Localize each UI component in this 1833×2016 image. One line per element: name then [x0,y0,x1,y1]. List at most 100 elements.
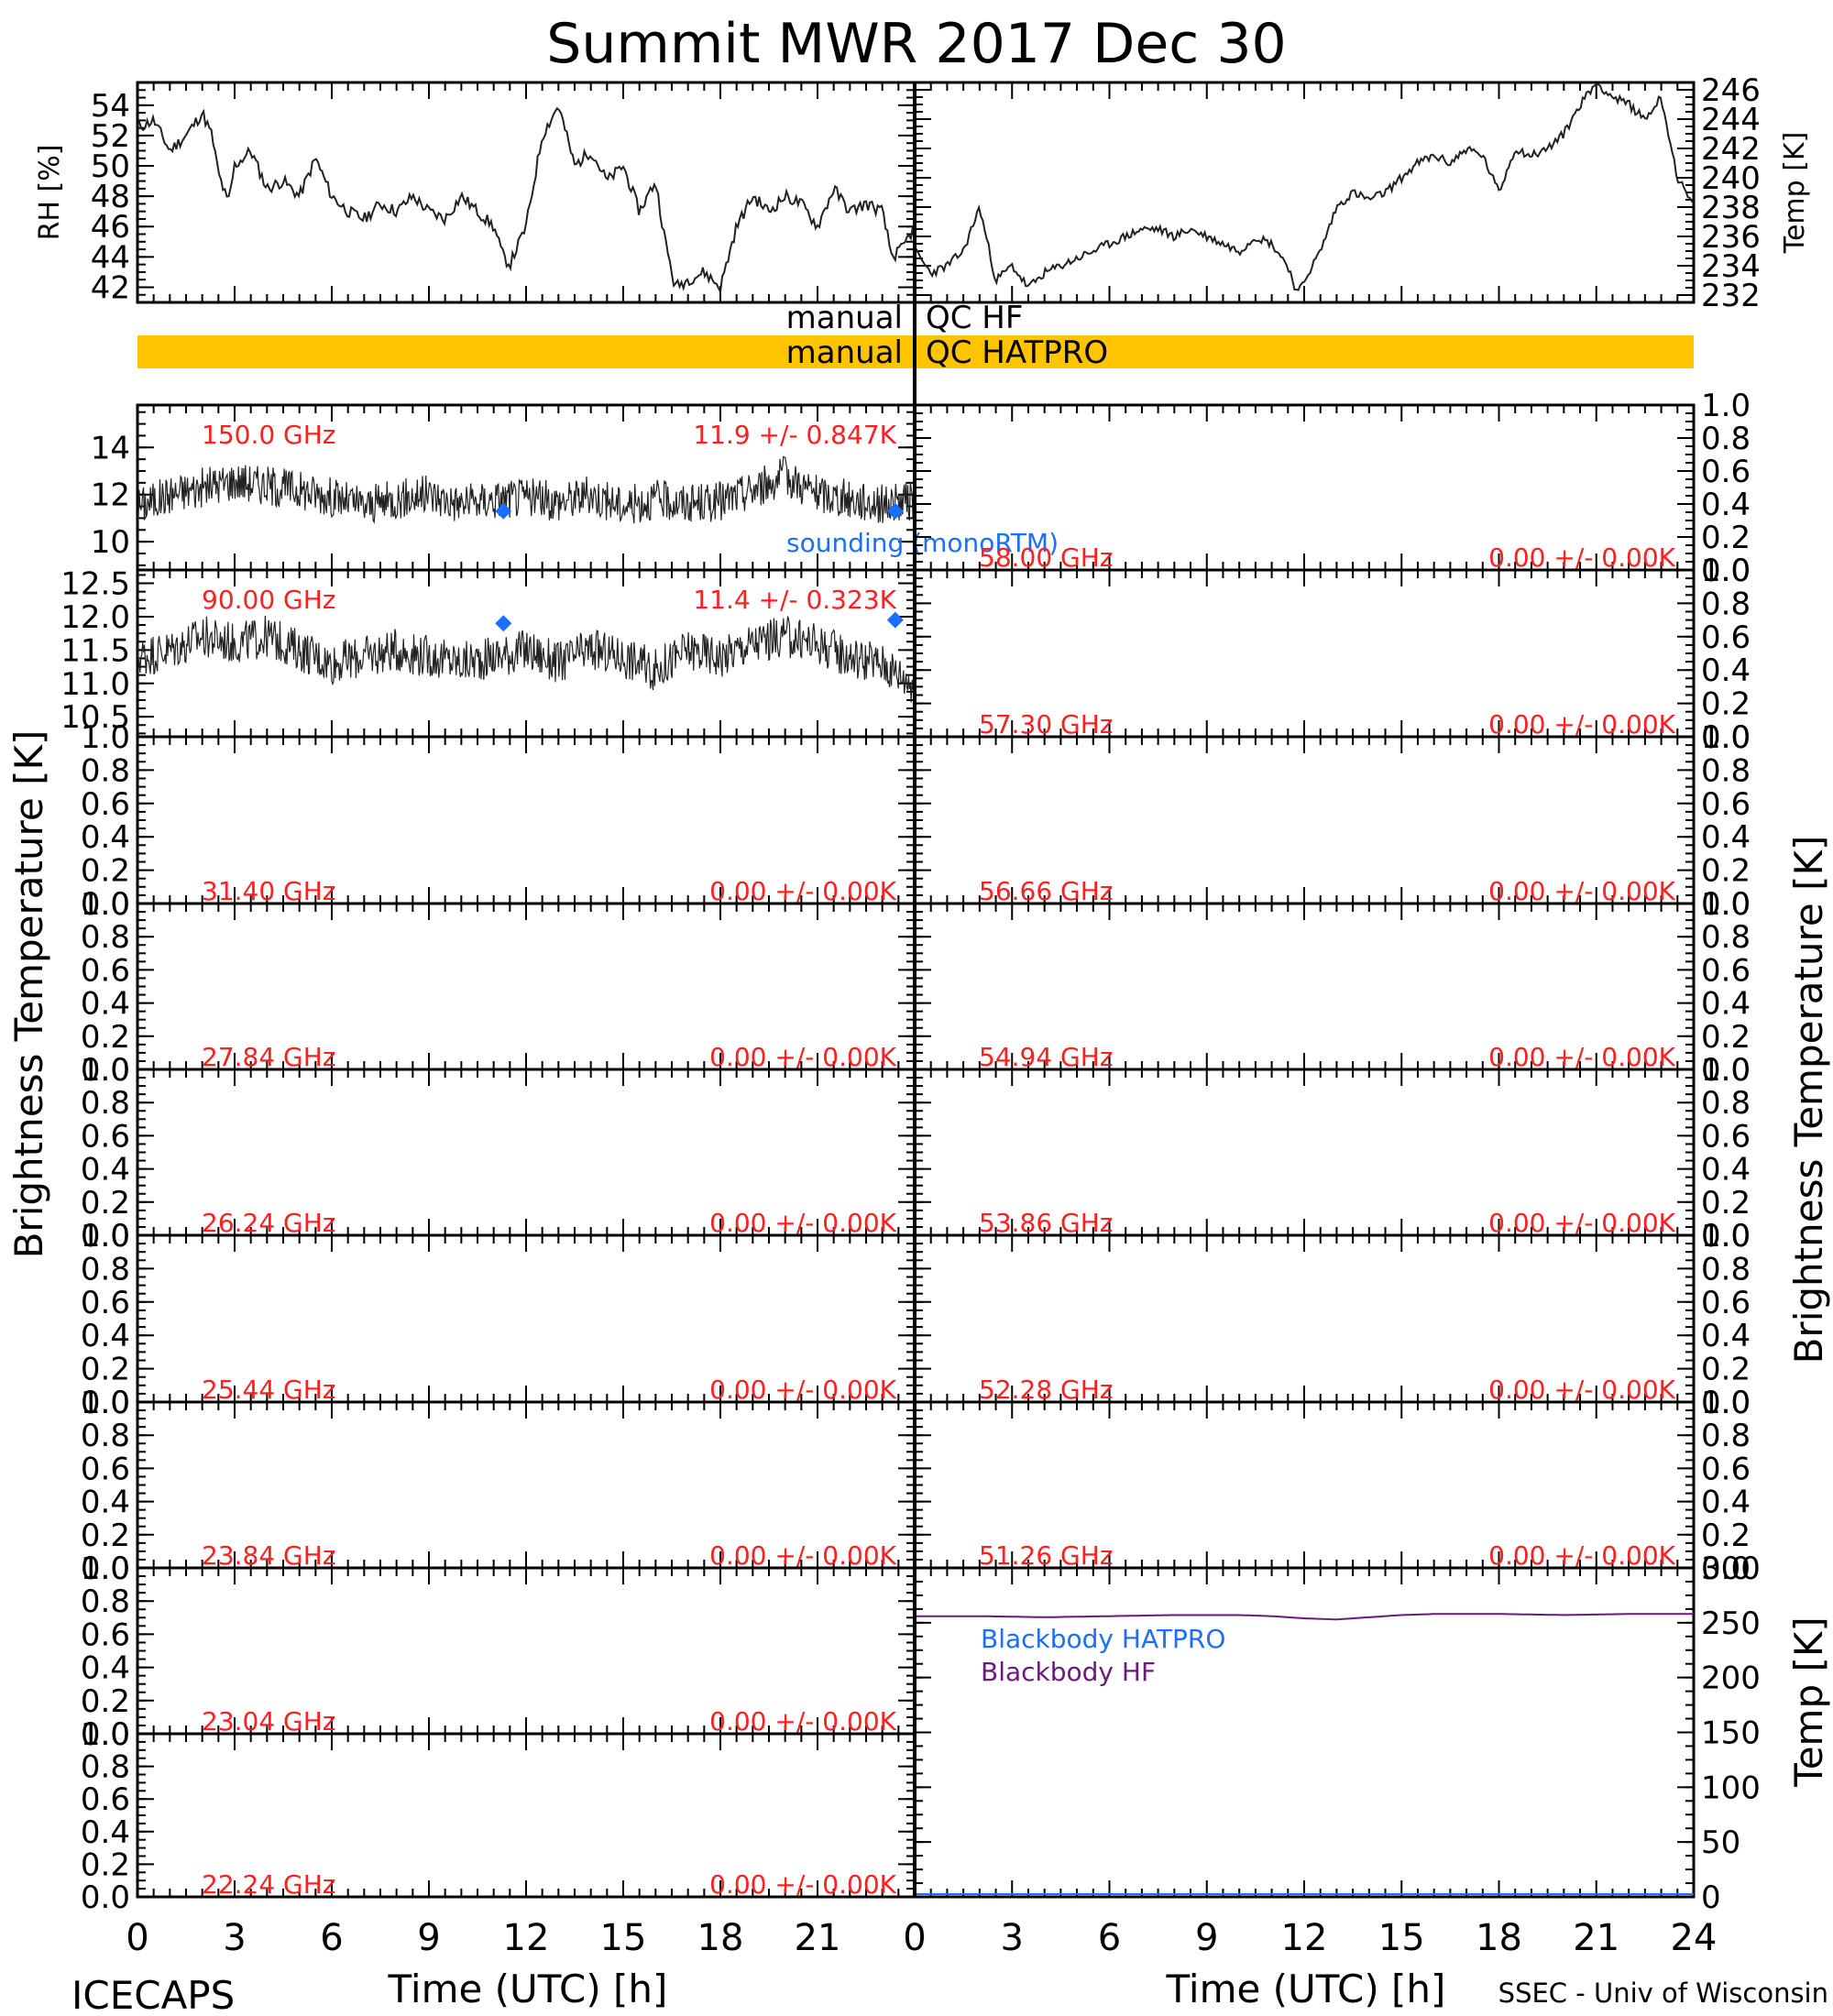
panel-23-84-ghz: 0.00.20.40.60.81.023.84 GHz 0.00 +/- 0.00… [81,1385,916,1587]
y-tick-label: 250 [1701,1605,1761,1642]
stat-label: 0.00 +/- 0.00K [709,1208,896,1238]
x-tick-label: 3 [223,1917,246,1959]
stat-label: 0.00 +/- 0.00K [1488,1208,1675,1238]
rh-axis-label: RH [%] [34,145,66,241]
panel-blackbody: 0 50 100 150 200 250 300 Blackbody HATPROBlackb… [913,1550,1761,1916]
y-tick-label: 0.2 [1701,520,1751,556]
freq-label: 26.24 GHz [202,1208,336,1238]
panel-58-00-ghz: 0.00.20.40.60.81.058.00 GHz 0.00 +/- 0.00… [913,388,1751,589]
x-tick-label: 18 [1476,1917,1522,1959]
y-tick-label: 1.0 [1701,1218,1751,1255]
y-tick-label: 0.2 [81,1019,130,1056]
y-tick-label: 1.0 [1701,553,1751,589]
y-tick-label: 0.8 [81,1418,130,1454]
y-tick-label: 0.4 [81,1814,130,1851]
y-tick-label: 1.0 [1701,886,1751,923]
x-tick-label: 21 [795,1917,841,1959]
y-tick-label: 0.6 [1701,1285,1751,1321]
x-tick-label: 12 [1281,1917,1328,1959]
panel-51-26-ghz: 0.00.20.40.60.81.051.26 GHz 0.00 +/- 0.00… [913,1385,1751,1587]
y-tick-label: 0.6 [1701,952,1751,989]
y-tick-label: 0.0 [1701,553,1751,589]
y-tick-label: 1.0 [1701,388,1751,424]
stat-label: 0.00 +/- 0.00K [1488,542,1675,573]
y-tick-label: 0.6 [1701,454,1751,490]
y-tick-label: 11.0 [60,666,130,703]
y-tick-label: 0.8 [81,919,130,956]
y-tick-label: 0.8 [81,752,130,789]
sounding-marker [495,502,512,520]
freq-label: 27.84 GHz [202,1042,336,1072]
y-tick-label: 0.6 [81,1451,130,1487]
freq-label: 53.86 GHz [979,1208,1114,1238]
freq-label: 31.40 GHz [202,876,336,906]
y-tick-label: 12.5 [60,566,130,603]
x-tick-label: 9 [417,1917,440,1959]
y-tick-label: 0.6 [81,1285,130,1321]
y-tick-label: 246 [1701,72,1761,109]
stat-label: 0.00 +/- 0.00K [709,1706,896,1737]
x-tick-label: 6 [320,1917,343,1959]
series-trace [137,615,916,703]
stat-label: 11.9 +/- 0.847K [693,420,896,450]
freq-label: 52.28 GHz [979,1375,1114,1405]
y-tick-label: 0.0 [1701,1052,1751,1089]
qc-hf-left-label: manual [786,300,903,336]
y-tick-label: 232 [1701,278,1761,314]
qc-hatpro-right-label: QC HATPRO [926,334,1108,371]
sounding-marker [886,611,904,629]
stat-label: 0.00 +/- 0.00K [1488,1375,1675,1405]
panel-25-44-ghz: 0.00.20.40.60.81.025.44 GHz 0.00 +/- 0.00… [81,1218,916,1421]
y-tick-label: 42 [91,269,130,306]
y-tick-label: 0.6 [1701,1118,1751,1155]
freq-label: 23.84 GHz [202,1540,336,1571]
y-tick-label: 0.0 [81,1716,130,1753]
blackbody-legend-entry: Blackbody HF [981,1657,1156,1687]
y-tick-label: 0.0 [81,1218,130,1255]
x-tick-label: 15 [1378,1917,1425,1959]
y-tick-label: 1.0 [1701,719,1751,756]
y-tick-label: 0.8 [81,1749,130,1786]
y-tick-label: 1.0 [81,1218,130,1255]
y-tick-label: 0.4 [81,986,130,1023]
y-tick-label: 0.0 [81,1385,130,1421]
y-tick-label: 234 [1701,248,1761,285]
panel-frame [913,81,1696,304]
y-tick-label: 150 [1701,1715,1761,1752]
y-tick-label: 0.0 [1701,886,1751,923]
y-tick-label: 46 [91,209,130,246]
freq-label: 23.04 GHz [202,1706,336,1737]
y-tick-label: 100 [1701,1769,1761,1806]
y-tick-label: 0.4 [1701,652,1751,689]
y-tick-label: 0.6 [81,786,130,823]
y-tick-label: 0.8 [81,1085,130,1122]
y-tick-label: 0.4 [81,819,130,856]
freq-label: 57.30 GHz [979,709,1114,740]
panel-22-24-ghz: 0.00.20.40.60.81.022.24 GHz 0.00 +/- 0.00… [81,1716,916,1916]
y-tick-label: 0.4 [81,1152,130,1189]
y-tick-label: 1.0 [81,886,130,923]
series-line [914,82,1695,291]
y-tick-label: 0.4 [1701,986,1751,1023]
y-tick-label: 0.8 [81,1583,130,1620]
stat-label: 0.00 +/- 0.00K [1488,1042,1675,1072]
y-tick-label: 54 [91,88,130,125]
y-tick-label: 0.2 [1701,686,1751,723]
y-tick-label: 14 [91,430,130,466]
y-tick-label: 0.0 [81,1052,130,1089]
y-tick-label: 0.0 [81,1879,130,1916]
y-tick-label: 0.2 [81,853,130,890]
x-tick-label: 3 [1001,1917,1024,1959]
y-tick-label: 0.8 [1701,421,1751,457]
y-tick-label: 0.2 [1701,1019,1751,1056]
panel-52-28-ghz: 0.00.20.40.60.81.052.28 GHz 0.00 +/- 0.00… [913,1218,1751,1421]
y-tick-label: 0.2 [1701,853,1751,890]
panel-56-66-ghz: 0.00.20.40.60.81.056.66 GHz 0.00 +/- 0.00… [913,719,1751,923]
y-tick-label: 0.2 [81,1352,130,1388]
y-tick-label: 0.8 [1701,1085,1751,1122]
qc-hf-right-label: QC HF [926,300,1023,336]
x-tick-label: 9 [1195,1917,1218,1959]
blackbody-series-line [915,1613,1694,1621]
